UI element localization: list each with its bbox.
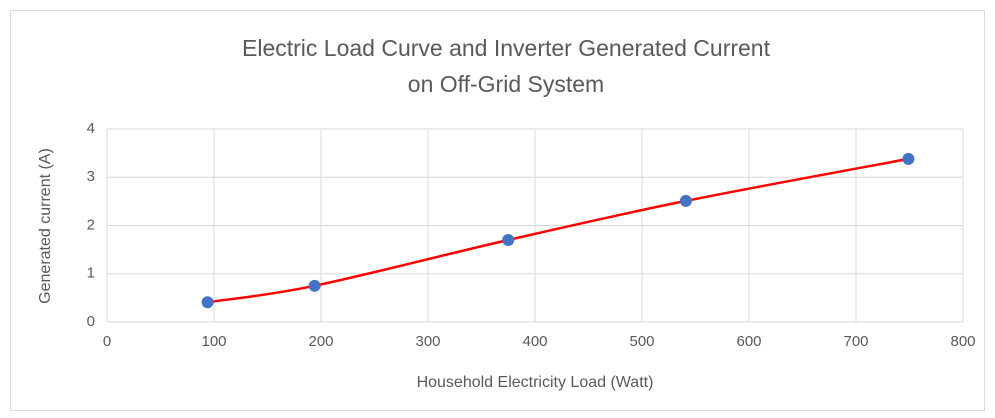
chart-title: on Off-Grid System [408,71,604,97]
x-tick-label: 400 [522,333,547,350]
x-tick-label: 600 [736,333,761,350]
y-tick-label: 1 [87,265,95,282]
chart-title: Electric Load Curve and Inverter Generat… [242,35,771,61]
y-tick-label: 2 [87,216,95,233]
y-tick-label: 4 [87,120,95,137]
marker [502,233,515,246]
chart-border [10,10,985,411]
x-axis-title: Household Electricity Load (Watt) [417,374,654,391]
marker [902,152,915,165]
y-tick-label: 0 [87,313,95,330]
x-tick-label: 500 [629,333,654,350]
x-tick-label: 800 [950,333,975,350]
line [207,157,909,304]
x-tick-label: 700 [843,333,868,350]
x-tick-label: 300 [415,333,440,350]
marker [308,279,321,292]
y-axis-title: Generated current (A) [37,148,54,304]
x-tick-label: 200 [308,333,333,350]
x-tick-label: 100 [201,333,226,350]
marker [201,296,214,309]
y-tick-label: 3 [87,168,95,185]
x-tick-label: 0 [103,333,111,350]
marker [679,194,692,207]
